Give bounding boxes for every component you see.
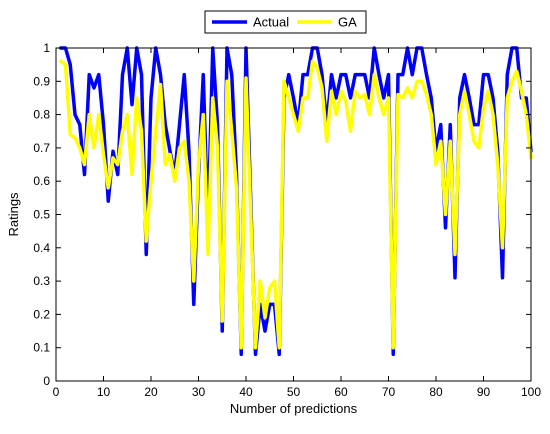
- x-axis-ticks: 0 10 20 30 40 50 60 70 80 90 100: [53, 48, 541, 399]
- x-tick-label: 30: [192, 385, 206, 399]
- y-tick-label: 0.2: [33, 307, 50, 321]
- x-tick-label: 100: [521, 385, 541, 399]
- y-tick-label: 0.9: [33, 74, 50, 88]
- legend: Actual GA: [204, 10, 367, 34]
- x-tick-label: 0: [53, 385, 60, 399]
- y-tick-label: 0.7: [33, 141, 50, 155]
- y-tick-label: 0: [43, 374, 50, 388]
- x-tick-label: 90: [477, 385, 491, 399]
- series-layer: [59, 46, 533, 357]
- y-axis-label: Ratings: [6, 192, 21, 237]
- y-tick-label: 1: [43, 41, 50, 55]
- x-axis-label: Number of predictions: [230, 401, 358, 416]
- y-tick-label: 0.1: [33, 341, 50, 355]
- x-tick-label: 70: [382, 385, 396, 399]
- y-tick-label: 0.3: [33, 274, 50, 288]
- x-tick-label: 20: [144, 385, 158, 399]
- y-tick-label: 0.4: [33, 241, 50, 255]
- x-tick-label: 60: [334, 385, 348, 399]
- y-tick-label: 0.5: [33, 208, 50, 222]
- y-tick-label: 0.6: [33, 174, 50, 188]
- x-tick-label: 10: [97, 385, 111, 399]
- legend-box: [204, 10, 367, 34]
- y-axis-ticks: 0 0.1 0.2 0.3 0.4 0.5 0.6 0.7 0.8 0.9 1: [33, 41, 531, 388]
- x-tick-label: 80: [429, 385, 443, 399]
- legend-label-actual: Actual: [253, 15, 289, 30]
- x-tick-label: 40: [239, 385, 253, 399]
- x-tick-label: 50: [287, 385, 301, 399]
- y-tick-label: 0.8: [33, 108, 50, 122]
- series-line-ga: [59, 59, 533, 350]
- legend-label-ga: GA: [338, 15, 357, 30]
